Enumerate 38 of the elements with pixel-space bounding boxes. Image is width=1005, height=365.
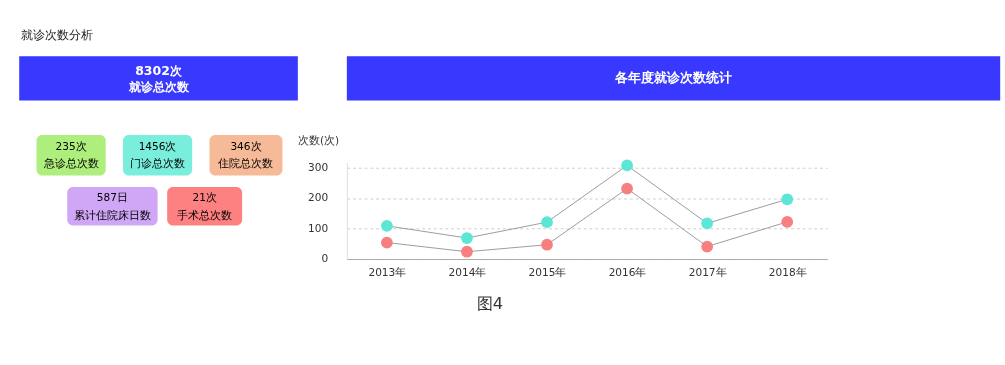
y-tick-label: 100 bbox=[307, 221, 329, 234]
x-tick-label: 2017年 bbox=[688, 265, 727, 278]
point bbox=[381, 219, 393, 232]
text: 住院总次数 bbox=[218, 156, 274, 169]
x-tick-label: 2014年 bbox=[448, 265, 487, 278]
text: 346次 bbox=[230, 139, 262, 152]
text: 就诊总次数 bbox=[127, 78, 190, 94]
text: 就诊次数分析 bbox=[21, 28, 94, 43]
chart-title: 各年度就诊次数统计 bbox=[614, 70, 733, 86]
point bbox=[461, 245, 473, 258]
point bbox=[461, 232, 473, 244]
point bbox=[701, 217, 714, 230]
text: 235次 bbox=[55, 139, 87, 152]
point bbox=[621, 182, 633, 195]
x-tick-label: 2015年 bbox=[528, 265, 567, 278]
text: 门诊总次数 bbox=[130, 156, 186, 169]
text: 急诊总次数 bbox=[42, 156, 99, 169]
point bbox=[621, 159, 633, 172]
text: 587日 bbox=[96, 191, 128, 204]
caption: 图4 bbox=[476, 294, 504, 314]
text: 1456次 bbox=[138, 139, 177, 152]
y-tick-label: 0 bbox=[321, 252, 329, 265]
point bbox=[701, 240, 714, 253]
text: 21次 bbox=[192, 191, 217, 204]
x-tick-label: 2013年 bbox=[368, 265, 407, 278]
point bbox=[381, 236, 393, 249]
point bbox=[781, 193, 794, 206]
y-axis-title: 次数(次) bbox=[297, 134, 340, 147]
text: 手术总次数 bbox=[177, 208, 233, 221]
x-tick-label: 2016年 bbox=[608, 265, 647, 278]
text: 累计住院床日数 bbox=[73, 208, 151, 221]
point bbox=[541, 238, 553, 251]
x-tick-label: 2018年 bbox=[768, 265, 807, 278]
y-tick-label: 300 bbox=[307, 160, 329, 173]
text: 8302次 bbox=[135, 62, 183, 78]
point bbox=[781, 215, 794, 228]
y-tick-label: 200 bbox=[307, 191, 329, 204]
point bbox=[541, 216, 553, 229]
